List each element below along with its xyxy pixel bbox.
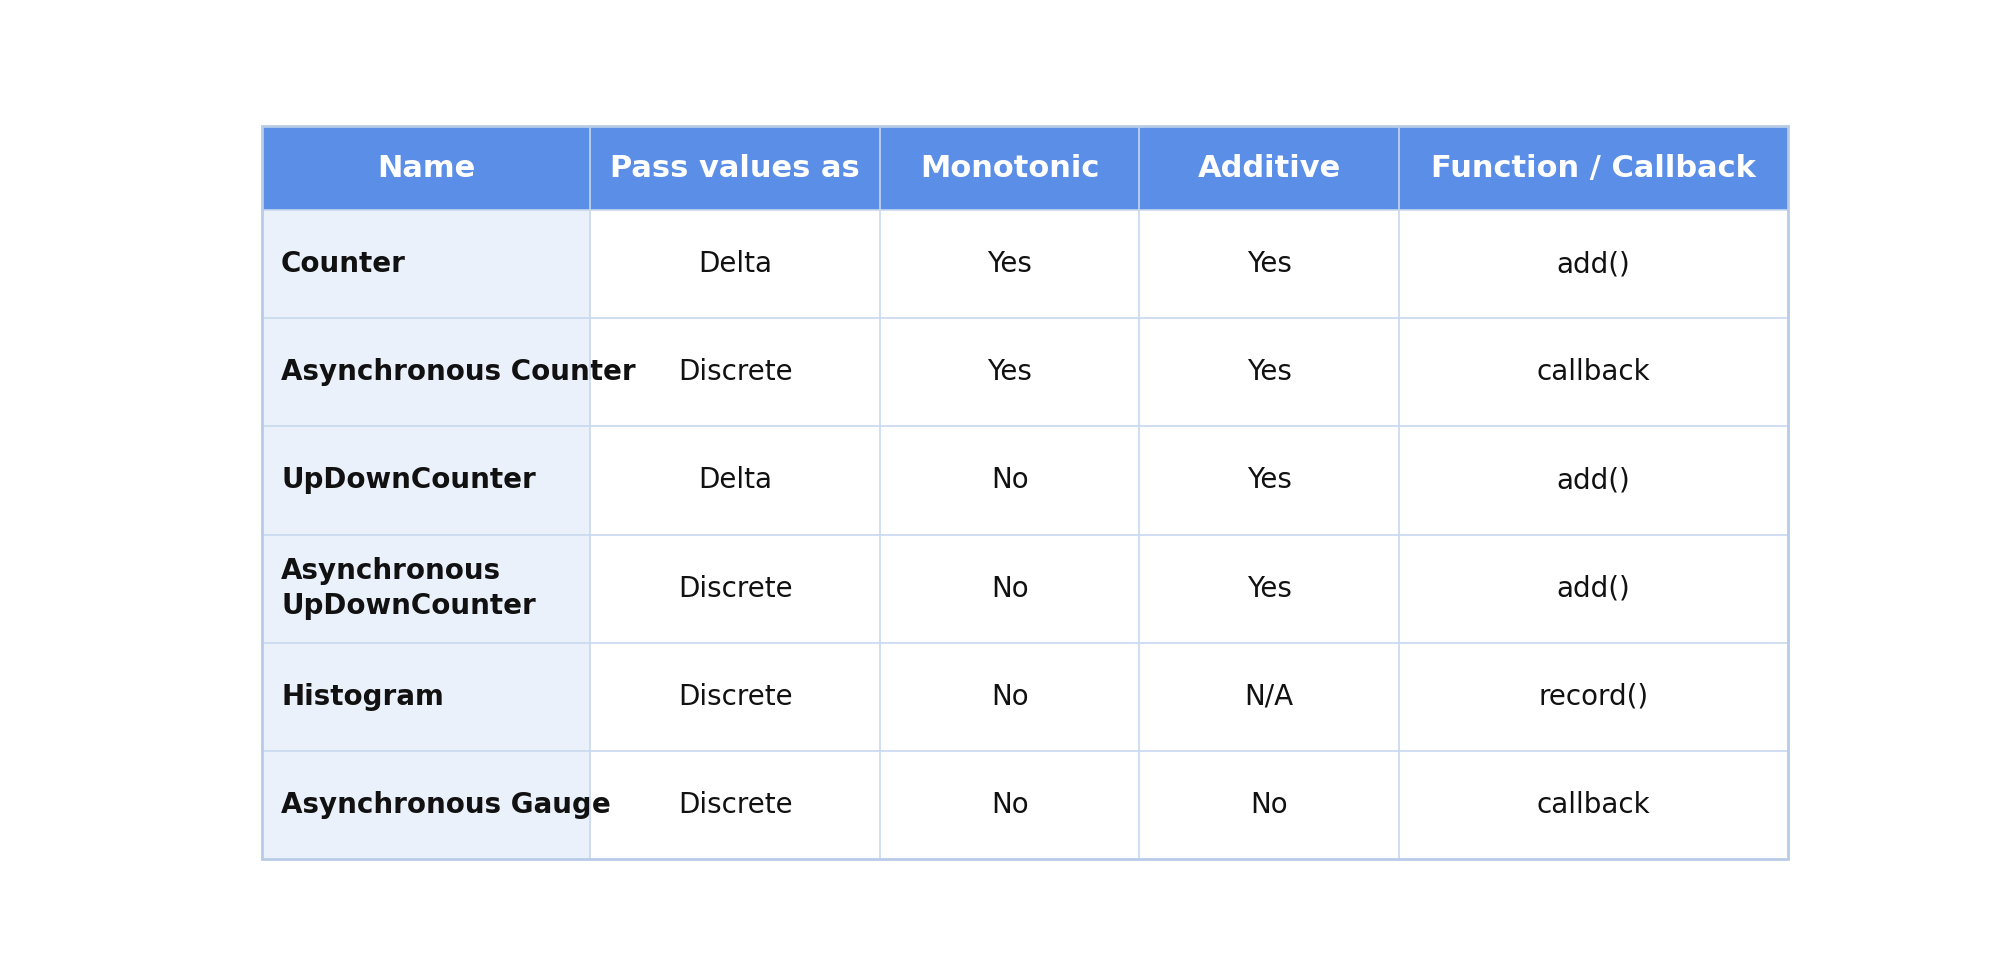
Bar <box>1398 426 1788 534</box>
Text: Discrete: Discrete <box>678 682 792 711</box>
Text: Delta: Delta <box>698 466 772 494</box>
Text: Discrete: Discrete <box>678 359 792 386</box>
Bar <box>880 751 1140 859</box>
Bar <box>1140 643 1398 751</box>
Text: Counter: Counter <box>280 251 406 278</box>
Bar <box>1398 534 1788 643</box>
Bar <box>590 643 880 751</box>
Bar <box>262 751 590 859</box>
Text: Monotonic: Monotonic <box>920 154 1100 182</box>
Text: Delta: Delta <box>698 251 772 278</box>
Bar <box>590 319 880 426</box>
Bar <box>262 643 590 751</box>
Bar <box>1140 426 1398 534</box>
Bar <box>1398 211 1788 319</box>
Bar <box>262 426 590 534</box>
Bar <box>1398 319 1788 426</box>
Text: add(): add() <box>1556 251 1630 278</box>
Text: Function / Callback: Function / Callback <box>1430 154 1756 182</box>
Text: callback: callback <box>1536 791 1650 819</box>
Bar <box>1140 126 1398 211</box>
Text: Asynchronous Gauge: Asynchronous Gauge <box>280 791 610 819</box>
Text: Histogram: Histogram <box>280 682 444 711</box>
Bar <box>1398 126 1788 211</box>
Bar <box>880 426 1140 534</box>
Text: Discrete: Discrete <box>678 574 792 603</box>
Bar <box>1398 751 1788 859</box>
Bar <box>880 643 1140 751</box>
Bar <box>262 319 590 426</box>
Bar <box>880 211 1140 319</box>
Bar <box>880 534 1140 643</box>
Text: callback: callback <box>1536 359 1650 386</box>
Text: Yes: Yes <box>1246 251 1292 278</box>
Text: Asynchronous Counter: Asynchronous Counter <box>280 359 636 386</box>
Bar <box>1140 751 1398 859</box>
Bar <box>262 534 590 643</box>
Text: No: No <box>990 574 1028 603</box>
Text: Yes: Yes <box>988 359 1032 386</box>
Bar <box>1140 319 1398 426</box>
Text: No: No <box>990 466 1028 494</box>
Bar <box>262 126 590 211</box>
Text: No: No <box>990 791 1028 819</box>
Text: No: No <box>1250 791 1288 819</box>
Text: add(): add() <box>1556 574 1630 603</box>
Text: Yes: Yes <box>1246 359 1292 386</box>
Text: Asynchronous
UpDownCounter: Asynchronous UpDownCounter <box>280 557 536 620</box>
Text: Additive: Additive <box>1198 154 1340 182</box>
Text: N/A: N/A <box>1244 682 1294 711</box>
Text: Discrete: Discrete <box>678 791 792 819</box>
Bar <box>590 426 880 534</box>
Bar <box>590 751 880 859</box>
Bar <box>590 534 880 643</box>
Text: record(): record() <box>1538 682 1648 711</box>
Text: Name: Name <box>378 154 476 182</box>
Text: Yes: Yes <box>1246 466 1292 494</box>
Text: No: No <box>990 682 1028 711</box>
Text: add(): add() <box>1556 466 1630 494</box>
Text: Yes: Yes <box>988 251 1032 278</box>
Bar <box>880 319 1140 426</box>
Text: Pass values as: Pass values as <box>610 154 860 182</box>
Bar <box>1398 643 1788 751</box>
Text: Yes: Yes <box>1246 574 1292 603</box>
Bar <box>590 211 880 319</box>
Bar <box>590 126 880 211</box>
Bar <box>262 211 590 319</box>
Text: UpDownCounter: UpDownCounter <box>280 466 536 494</box>
Bar <box>1140 211 1398 319</box>
Bar <box>880 126 1140 211</box>
Bar <box>1140 534 1398 643</box>
